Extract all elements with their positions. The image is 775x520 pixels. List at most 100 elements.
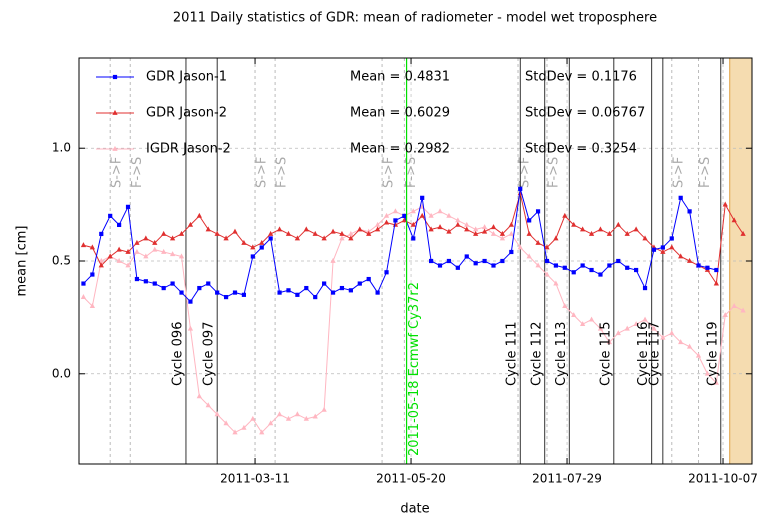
marker <box>695 352 702 358</box>
marker <box>651 325 657 331</box>
marker <box>553 263 558 268</box>
legend-stddev: StdDev = 0.06767 <box>525 106 645 121</box>
marker <box>134 248 140 254</box>
marker <box>473 226 479 232</box>
marker <box>526 230 532 236</box>
marker <box>597 226 604 232</box>
marker <box>330 228 336 234</box>
marker <box>196 212 202 218</box>
marker <box>553 280 559 286</box>
marker <box>232 290 238 295</box>
legend-marker <box>112 109 118 115</box>
marker <box>562 212 568 218</box>
marker <box>402 213 407 218</box>
event-label: 2011-05-18 Ecmwf Cy37r2 <box>407 282 422 456</box>
marker <box>517 244 523 250</box>
legend-stddev: StdDev = 0.1176 <box>525 70 637 85</box>
marker <box>508 221 514 227</box>
y-tick-label: 1.0 <box>52 141 71 155</box>
marker <box>330 290 336 295</box>
marker <box>624 230 630 236</box>
marker <box>606 339 613 345</box>
marker <box>633 321 639 327</box>
marker <box>509 249 514 255</box>
marker <box>669 236 674 241</box>
marker <box>98 262 104 268</box>
marker <box>259 429 265 435</box>
marker <box>696 263 701 268</box>
marker <box>161 248 167 254</box>
marker <box>464 254 469 259</box>
marker <box>411 236 416 241</box>
marker <box>313 294 318 300</box>
marker <box>687 209 692 214</box>
marker <box>544 244 550 250</box>
marker <box>535 262 541 268</box>
marker <box>455 265 460 270</box>
marker <box>312 230 318 236</box>
marker <box>178 253 185 259</box>
marker <box>134 276 140 282</box>
marker <box>366 230 372 236</box>
marker <box>428 226 434 232</box>
marker <box>722 312 728 318</box>
marker <box>446 228 452 234</box>
marker <box>187 221 194 227</box>
marker <box>108 213 113 218</box>
marker <box>580 321 586 327</box>
marker <box>481 228 488 234</box>
marker <box>705 265 710 270</box>
marker <box>464 226 470 232</box>
marker <box>170 281 175 286</box>
marker <box>232 429 238 435</box>
marker <box>384 270 389 275</box>
marker <box>250 415 256 421</box>
marker <box>161 285 166 291</box>
cycle-label: Cycle 112 <box>529 322 544 386</box>
marker <box>116 257 122 263</box>
y-axis-label: mean [cm] <box>15 226 30 297</box>
data-layer <box>80 186 746 435</box>
cycle-label: Cycle 111 <box>505 322 520 386</box>
marker <box>80 294 87 299</box>
marker <box>339 285 345 291</box>
marker <box>642 285 648 291</box>
marker <box>740 307 746 313</box>
marker <box>598 272 603 277</box>
marker <box>660 334 666 340</box>
marker <box>669 244 675 250</box>
marker <box>588 316 595 322</box>
marker <box>606 230 613 236</box>
marker <box>294 235 301 241</box>
marker <box>686 343 693 349</box>
marker <box>526 253 532 259</box>
marker <box>321 235 327 241</box>
marker <box>527 218 532 223</box>
x-tick-label: 2011-03-11 <box>220 472 290 486</box>
marker <box>143 279 148 284</box>
marker <box>214 411 220 417</box>
marker <box>357 281 362 286</box>
cycle-label: Cycle 096 <box>170 322 185 386</box>
marker <box>303 415 309 421</box>
marker <box>223 294 229 300</box>
marker <box>374 221 381 227</box>
marker <box>615 221 621 227</box>
marker <box>285 415 292 421</box>
marker <box>678 195 683 200</box>
marker <box>437 224 443 230</box>
marker <box>321 406 327 412</box>
marker <box>89 303 96 309</box>
cycle-label: Cycle 119 <box>705 322 720 386</box>
marker <box>473 230 479 236</box>
marker <box>276 226 283 232</box>
marker <box>446 212 452 218</box>
cycle-label: Cycle 117 <box>647 322 662 386</box>
marker <box>232 228 238 234</box>
marker <box>482 258 487 264</box>
marker <box>455 221 461 227</box>
y-tick-label: 0.0 <box>52 366 71 380</box>
marker <box>277 290 282 295</box>
switch-label: S->F <box>671 157 686 188</box>
marker <box>597 325 604 331</box>
